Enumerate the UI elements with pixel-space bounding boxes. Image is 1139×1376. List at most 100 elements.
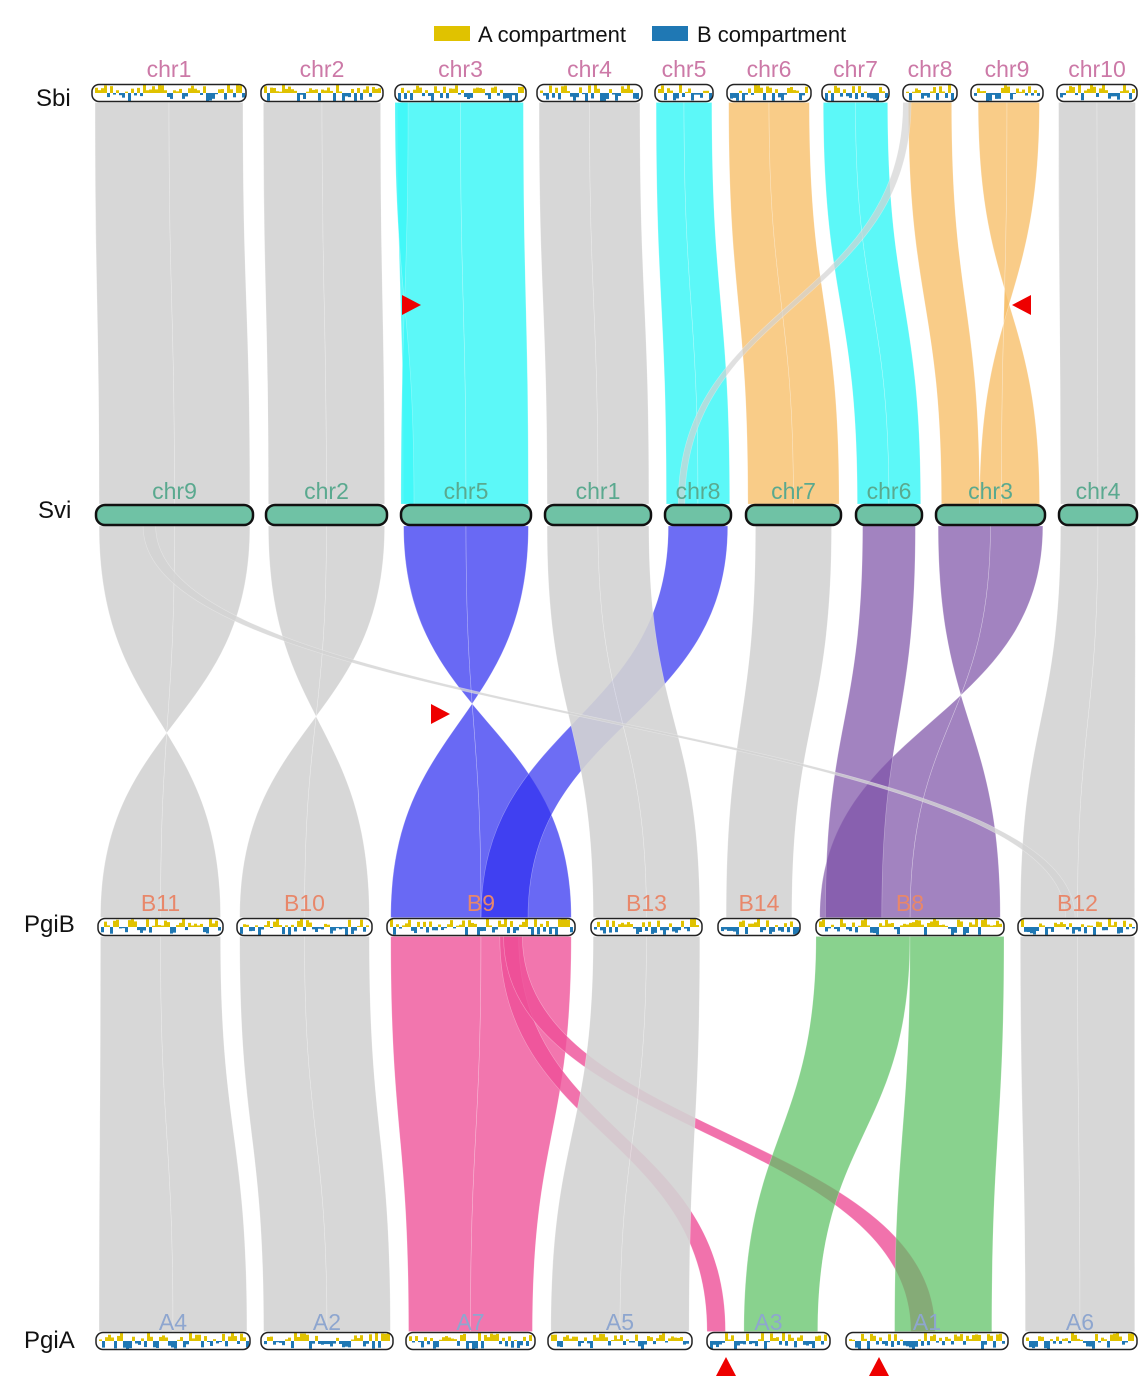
b-compartment-bin [1089,1341,1092,1347]
a-compartment-bin [306,91,309,93]
chromosome-label: A4 [159,1309,187,1335]
b-compartment-bin [422,93,425,97]
b-compartment-bin [1092,1341,1095,1349]
b-compartment-bin [171,1341,174,1348]
b-compartment-bin [279,1341,282,1343]
a-compartment-bin [933,918,936,927]
legend-a-swatch [434,26,470,41]
a-compartment-bin [933,1334,936,1341]
a-compartment-bin [231,1332,234,1341]
chromosome-label: chr1 [576,478,621,504]
b-compartment-bin [369,93,372,97]
a-compartment-bin [105,1337,108,1341]
chromosome-label: chr1 [147,56,192,82]
b-compartment-bin [138,1341,141,1345]
b-compartment-bin [440,93,443,98]
b-compartment-bin [927,1341,930,1346]
a-compartment-bin [611,1339,614,1341]
b-compartment-bin [552,93,555,98]
b-compartment-bin [683,1341,686,1345]
a-compartment-bin [442,1337,445,1341]
b-compartment-bin [282,1341,285,1346]
a-compartment-bin [936,920,939,927]
a-compartment-bin [1004,85,1007,93]
chromosome-label: chr3 [968,478,1013,504]
b-compartment-bin [481,1341,484,1349]
b-compartment-bin [1033,927,1036,935]
b-compartment-bin [664,93,667,101]
chromosome-bar [399,503,533,527]
a-compartment-bin [125,91,128,93]
a-compartment-bin [647,1336,650,1341]
b-compartment-bin [1059,1341,1062,1344]
b-compartment-bin [981,1341,984,1350]
b-compartment-bin [411,927,414,931]
a-compartment-bin [294,1333,297,1341]
a-compartment-bin [766,86,769,93]
b-compartment-bin [697,93,700,95]
b-compartment-bin [876,927,879,935]
row-label-pgib: PgiB [24,911,75,938]
a-compartment-bin [927,922,930,927]
b-compartment-bin [644,1341,647,1345]
b-compartment-bin [237,1341,240,1344]
a-compartment-bin [176,925,179,927]
b-compartment-bin [1114,93,1117,97]
b-compartment-bin [466,1341,469,1349]
b-compartment-bin [1047,1341,1050,1350]
a-compartment-bin [882,925,885,927]
a-compartment-bin [228,1336,231,1341]
a-compartment-bin [194,88,197,93]
b-compartment-bin [870,93,873,99]
b-compartment-bin [399,927,402,929]
b-compartment-bin [778,93,781,98]
b-compartment-bin [763,927,766,931]
a-compartment-bin [456,925,459,927]
b-compartment-bin [119,927,122,929]
b-compartment-bin [743,1341,746,1345]
chromosome-label: B10 [284,890,325,916]
a-compartment-bin [143,84,146,93]
b-compartment-bin [1081,93,1084,101]
b-compartment-bin [665,1341,668,1343]
chromosome-pgia-a5: A5 [547,1309,693,1351]
b-compartment-bin [1053,1341,1056,1344]
b-compartment-bin [713,1341,716,1345]
a-compartment-bin [155,919,158,927]
b-compartment-bin [1107,1341,1110,1348]
a-compartment-bin [336,1337,339,1341]
a-compartment-bin [197,925,200,927]
b-compartment-bin [543,927,546,932]
b-compartment-bin [182,93,185,99]
b-compartment-bin [312,927,315,930]
a-compartment-bin [790,87,793,93]
a-compartment-bin [688,88,691,93]
a-compartment-bin [891,922,894,927]
chromosome-bar [744,503,843,527]
b-compartment-bin [736,93,739,101]
b-compartment-bin [764,1341,767,1349]
b-compartment-bin [224,93,227,100]
a-compartment-bin [593,1334,596,1341]
a-compartment-bin [1093,86,1096,93]
chromosome-label: A1 [913,1309,941,1335]
chromosome-bar [264,503,389,527]
ribbon-sbi-chr10-svi-chr4-a [1058,102,1099,505]
a-compartment-bin [215,920,218,927]
b-compartment-bin [1066,927,1069,930]
a-compartment-bin [621,922,624,927]
chromosome-sbi-chr4: chr4 [536,56,643,103]
a-compartment-bin [489,925,492,927]
a-compartment-bin [918,89,921,93]
a-compartment-bin [501,924,504,927]
b-compartment-bin [700,93,703,98]
inversion-marker-3 [431,704,450,724]
b-compartment-bin [831,93,834,102]
a-compartment-bin [1096,921,1099,927]
b-compartment-bin [672,927,675,932]
b-compartment-bin [802,93,805,96]
a-compartment-bin [188,922,191,927]
b-compartment-bin [909,93,912,101]
a-compartment-bin [754,84,757,93]
a-compartment-bin [864,1338,867,1341]
